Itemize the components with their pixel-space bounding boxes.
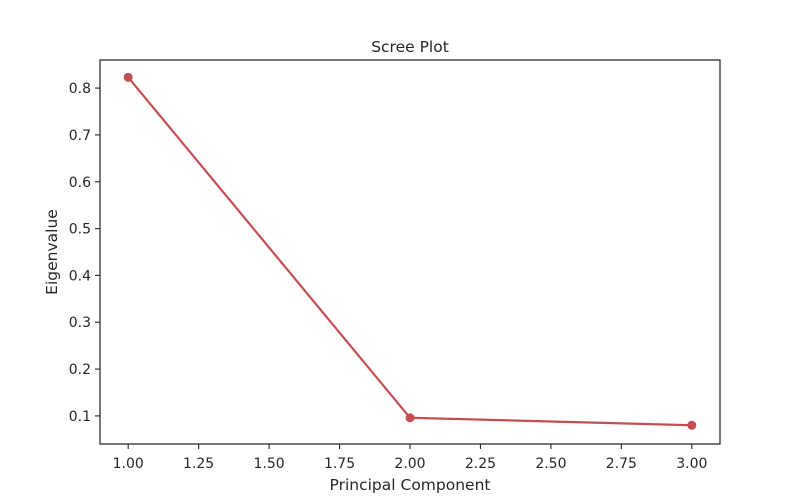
y-tick-label: 0.3 [69,315,91,331]
x-tick-label: 1.75 [324,456,355,472]
x-axis-label: Principal Component [330,476,491,494]
x-tick-label: 1.25 [183,456,214,472]
data-point [405,413,415,423]
x-tick-label: 1.00 [113,456,144,472]
plot-frame [99,59,721,445]
y-tick-label: 0.2 [69,362,91,378]
y-tick-label: 0.7 [69,128,91,144]
chart-title: Scree Plot [371,38,449,56]
y-tick-label: 0.5 [69,222,91,238]
x-tick-label: 3.00 [676,456,707,472]
data-point [123,72,133,82]
x-axis-ticks: 1.00 1.25 1.50 1.75 2.00 2.25 2.50 2.75 3.00 [113,444,707,472]
plot-area [99,59,721,445]
x-tick-label: 2.50 [535,456,566,472]
data-point [687,420,697,430]
y-tick-label: 0.8 [69,81,91,97]
series-layer [123,72,697,430]
y-axis-label: Eigenvalue [43,209,61,295]
y-tick-label: 0.6 [69,175,91,191]
y-tick-label: 0.4 [69,268,91,284]
series-line [127,76,693,427]
y-tick-label: 0.1 [69,409,91,425]
x-tick-label: 2.25 [465,456,496,472]
x-tick-label: 1.50 [254,456,285,472]
x-tick-label: 2.00 [394,456,425,472]
x-tick-label: 2.75 [606,456,637,472]
y-axis-ticks: 0.1 0.2 0.3 0.4 0.5 0.6 0.7 0.8 [69,81,100,425]
